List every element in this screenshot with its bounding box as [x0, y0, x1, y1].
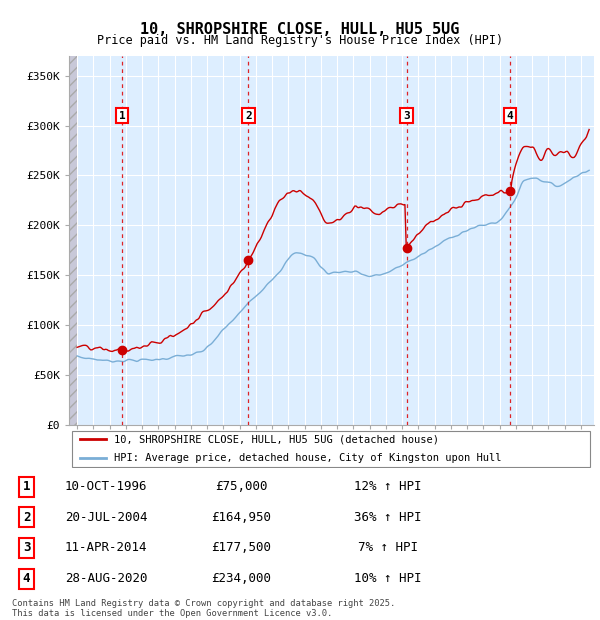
Text: £164,950: £164,950 — [211, 511, 271, 524]
Text: 3: 3 — [23, 541, 31, 554]
Text: Price paid vs. HM Land Registry's House Price Index (HPI): Price paid vs. HM Land Registry's House … — [97, 34, 503, 47]
Text: £75,000: £75,000 — [215, 480, 268, 493]
Text: Contains HM Land Registry data © Crown copyright and database right 2025.: Contains HM Land Registry data © Crown c… — [12, 600, 395, 608]
Text: 10-OCT-1996: 10-OCT-1996 — [65, 480, 147, 493]
Text: 11-APR-2014: 11-APR-2014 — [65, 541, 147, 554]
Text: 3: 3 — [403, 110, 410, 121]
Text: £177,500: £177,500 — [211, 541, 271, 554]
Text: 1: 1 — [119, 110, 125, 121]
FancyBboxPatch shape — [71, 431, 590, 466]
Text: 20-JUL-2004: 20-JUL-2004 — [65, 511, 147, 524]
Text: 7% ↑ HPI: 7% ↑ HPI — [358, 541, 418, 554]
Text: 10, SHROPSHIRE CLOSE, HULL, HU5 5UG: 10, SHROPSHIRE CLOSE, HULL, HU5 5UG — [140, 22, 460, 37]
Text: 10% ↑ HPI: 10% ↑ HPI — [355, 572, 422, 585]
Bar — [69, 56, 77, 425]
Text: 4: 4 — [507, 110, 514, 121]
Text: This data is licensed under the Open Government Licence v3.0.: This data is licensed under the Open Gov… — [12, 609, 332, 618]
Text: HPI: Average price, detached house, City of Kingston upon Hull: HPI: Average price, detached house, City… — [113, 453, 501, 463]
Text: 4: 4 — [23, 572, 31, 585]
Text: 2: 2 — [23, 511, 31, 524]
Text: 1: 1 — [23, 480, 31, 493]
Text: 10, SHROPSHIRE CLOSE, HULL, HU5 5UG (detached house): 10, SHROPSHIRE CLOSE, HULL, HU5 5UG (det… — [113, 434, 439, 444]
Text: 12% ↑ HPI: 12% ↑ HPI — [355, 480, 422, 493]
Text: 2: 2 — [245, 110, 252, 121]
Text: £234,000: £234,000 — [211, 572, 271, 585]
Text: 36% ↑ HPI: 36% ↑ HPI — [355, 511, 422, 524]
Text: 28-AUG-2020: 28-AUG-2020 — [65, 572, 147, 585]
